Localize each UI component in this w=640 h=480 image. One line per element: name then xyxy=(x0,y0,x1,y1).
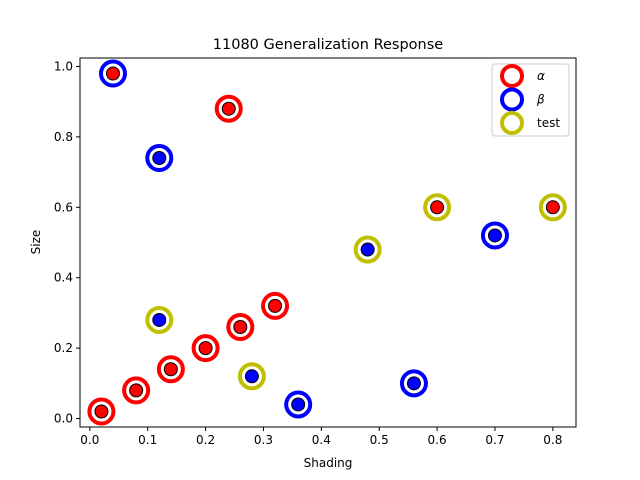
point-dot xyxy=(198,341,213,356)
y-tick-label: 0.6 xyxy=(54,200,73,214)
y-tick-label: 0.2 xyxy=(54,341,73,355)
point-dot xyxy=(221,101,236,116)
data-point-beta xyxy=(284,390,313,419)
y-axis: 0.0 0.2 0.4 0.6 0.8 1.0 xyxy=(54,59,80,426)
data-point-alpha xyxy=(156,355,185,384)
point-dot xyxy=(244,369,259,384)
x-tick-label: 0.5 xyxy=(370,433,389,447)
point-dot xyxy=(430,200,445,215)
x-tick-label: 0.3 xyxy=(254,433,273,447)
data-point-alpha xyxy=(226,313,255,342)
data-point-alpha xyxy=(191,334,220,363)
data-point-beta xyxy=(480,221,509,250)
point-dot xyxy=(163,362,178,377)
point-dot xyxy=(94,404,109,419)
data-point-test xyxy=(423,193,452,222)
data-point-alpha xyxy=(87,397,116,426)
x-tick-label: 0.4 xyxy=(312,433,331,447)
y-tick-label: 0.4 xyxy=(54,271,73,285)
x-axis: 0.0 0.1 0.2 0.3 0.4 0.5 0.6 0.7 0.8 xyxy=(80,427,562,447)
point-dot xyxy=(545,200,560,215)
data-point-alpha xyxy=(261,291,290,320)
point-dot xyxy=(152,312,167,327)
point-dot xyxy=(129,383,144,398)
point-dot xyxy=(152,150,167,165)
y-tick-label: 0.0 xyxy=(54,412,73,426)
x-axis-label: Shading xyxy=(304,456,353,470)
y-tick-label: 1.0 xyxy=(54,59,73,73)
data-point-test xyxy=(237,362,266,391)
point-dot xyxy=(360,242,375,257)
legend-label: test xyxy=(537,116,560,130)
point-dot xyxy=(487,228,502,243)
data-point-test xyxy=(145,305,174,334)
legend-marker xyxy=(500,111,524,135)
plot-area xyxy=(87,59,567,426)
y-tick-label: 0.8 xyxy=(54,130,73,144)
x-tick-label: 0.8 xyxy=(543,433,562,447)
axes-frame xyxy=(79,57,577,428)
point-dot xyxy=(105,66,120,81)
data-point-beta xyxy=(145,143,174,172)
x-tick-label: 0.2 xyxy=(196,433,215,447)
legend-entry: α xyxy=(500,64,545,88)
data-point-alpha xyxy=(214,94,243,123)
chart-title: 11080 Generalization Response xyxy=(213,37,444,53)
x-tick-label: 0.7 xyxy=(485,433,504,447)
legend-marker xyxy=(500,87,524,112)
legend-entry: test xyxy=(500,111,560,135)
point-dot xyxy=(268,298,283,313)
data-point-beta xyxy=(98,59,127,88)
legend: αβ test xyxy=(491,63,570,137)
legend-entry: β xyxy=(500,87,545,112)
legend-label: α xyxy=(537,69,545,83)
point-dot xyxy=(406,376,421,391)
x-tick-label: 0.1 xyxy=(138,433,157,447)
y-axis-label: Size xyxy=(29,230,43,255)
point-dot xyxy=(291,397,306,412)
point-dot xyxy=(233,320,248,335)
data-point-alpha xyxy=(122,376,151,405)
legend-label: β xyxy=(536,93,545,107)
x-tick-label: 0.0 xyxy=(80,433,99,447)
x-tick-label: 0.6 xyxy=(428,433,447,447)
data-point-test xyxy=(353,235,382,264)
data-point-beta xyxy=(399,369,428,398)
data-point-test xyxy=(538,193,567,222)
legend-marker xyxy=(500,64,524,88)
